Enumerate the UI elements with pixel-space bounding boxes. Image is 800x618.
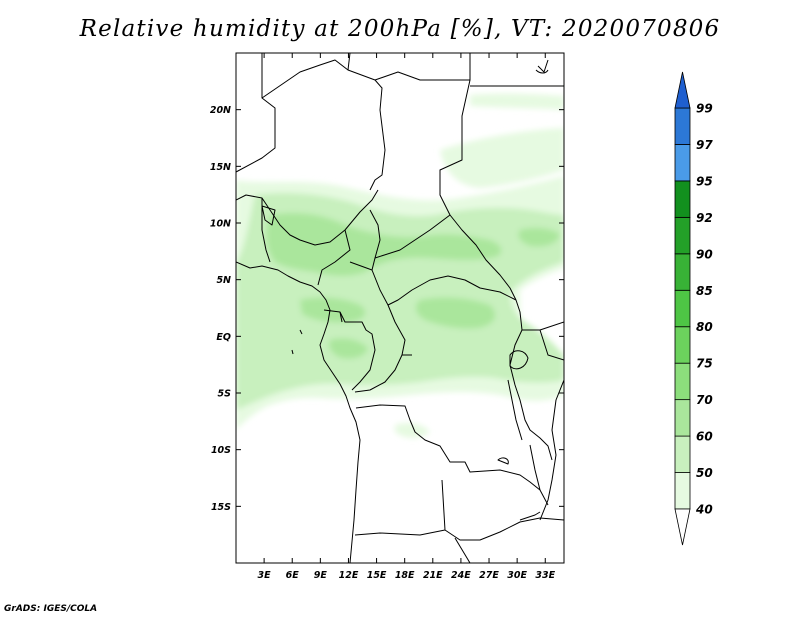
legend-label: 95 xyxy=(696,174,713,188)
legend-label: 60 xyxy=(696,430,713,444)
legend-label: 90 xyxy=(696,247,713,261)
legend-swatch xyxy=(674,216,691,255)
lat-tick-label: 10S xyxy=(211,445,231,456)
longitude-axis: 3E 6E 9E 12E 15E 18E 21E 24E 27E 30E 33E xyxy=(258,53,556,581)
lon-tick-label: 33E xyxy=(535,570,555,581)
chart-title: Relative humidity at 200hPa [%], VT: 202… xyxy=(79,16,721,42)
lon-tick-label: 9E xyxy=(314,570,328,581)
lat-tick-label: 5S xyxy=(218,389,232,400)
legend-swatch xyxy=(674,399,691,437)
humidity-band-50 xyxy=(440,128,564,188)
coastline xyxy=(236,261,361,563)
lat-tick-label: 15N xyxy=(210,162,231,173)
legend-label: 99 xyxy=(696,102,713,116)
legend-bottom-arrow xyxy=(674,508,691,546)
map-frame xyxy=(235,52,565,564)
country-boundaries xyxy=(236,53,564,563)
legend-label: 70 xyxy=(696,393,713,407)
lon-tick-label: 6E xyxy=(286,570,300,581)
humidity-band-70 xyxy=(266,213,502,276)
latitude-axis: 20N 15N 10N 5N EQ 5S 10S 15S xyxy=(210,105,564,513)
lat-tick-label: EQ xyxy=(216,332,231,343)
legend-label: 40 xyxy=(695,503,713,517)
humidity-band-70 xyxy=(518,227,560,247)
humidity-field xyxy=(236,93,564,438)
legend-swatch xyxy=(674,472,691,510)
legend-swatch xyxy=(674,144,691,182)
legend-label: 92 xyxy=(696,211,713,225)
lat-tick-label: 20N xyxy=(210,105,231,116)
credit-text: GrADS: IGES/COLA xyxy=(4,604,98,614)
lat-tick-label: 5N xyxy=(216,275,231,286)
legend-swatch xyxy=(674,253,691,291)
lon-tick-label: 12E xyxy=(339,570,359,581)
lon-tick-label: 30E xyxy=(507,570,527,581)
legend-label: 80 xyxy=(696,320,713,334)
legend-swatch xyxy=(674,180,691,218)
lat-tick-label: 15S xyxy=(211,502,231,513)
lat-tick-label: 10N xyxy=(210,219,231,230)
legend-swatch xyxy=(674,107,691,145)
humidity-band-70 xyxy=(300,297,366,323)
legend-swatch xyxy=(674,435,691,473)
legend-label: 50 xyxy=(696,466,713,480)
legend-top-arrow xyxy=(674,71,691,109)
legend-swatch xyxy=(674,326,691,364)
lon-tick-label: 21E xyxy=(423,570,443,581)
legend-label: 75 xyxy=(696,357,713,371)
humidity-band-70 xyxy=(329,338,368,359)
humidity-band-70 xyxy=(415,297,496,329)
humidity-band-50 xyxy=(395,422,430,438)
lon-tick-label: 24E xyxy=(451,570,471,581)
legend-label: 85 xyxy=(696,284,713,298)
legend-swatch xyxy=(674,289,691,328)
legend-swatch xyxy=(674,362,691,401)
humidity-band-50 xyxy=(470,93,564,110)
lon-tick-label: 27E xyxy=(479,570,499,581)
lon-tick-label: 3E xyxy=(258,570,272,581)
lon-tick-label: 18E xyxy=(395,570,415,581)
legend-label: 97 xyxy=(696,138,713,152)
lon-tick-label: 15E xyxy=(367,570,387,581)
legend-colorbar: 40 50 60 70 75 80 85 90 92 95 97 99 xyxy=(674,71,713,546)
